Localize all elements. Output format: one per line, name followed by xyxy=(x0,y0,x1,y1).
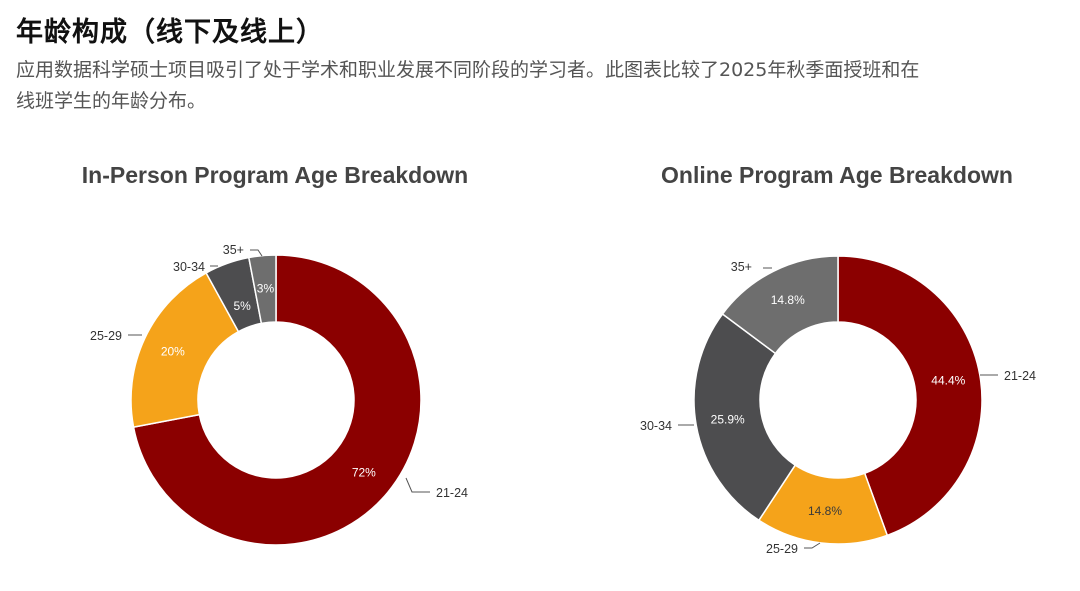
in-person-category-label-30-34: 30-34 xyxy=(173,260,205,274)
in-person-leader-21-24 xyxy=(405,477,430,493)
in-person-value-label-21-24: 72% xyxy=(352,466,376,480)
online-category-label-25-29: 25-29 xyxy=(766,542,798,556)
in-person-slice-25-29 xyxy=(130,271,240,429)
online-chart-title: Online Program Age Breakdown xyxy=(661,162,1013,188)
in-person-category-label-35-plus: 35+ xyxy=(223,243,244,257)
online-category-label-30-34: 30-34 xyxy=(640,419,672,433)
in-person-chart-title: In-Person Program Age Breakdown xyxy=(81,162,469,188)
online-slice-21-24 xyxy=(837,255,983,537)
online-value-label-25-29: 14.8% xyxy=(808,504,842,518)
online-slice-30-34 xyxy=(693,312,797,522)
page-title: 年龄构成（线下及线上） xyxy=(16,17,324,48)
online-category-label-21-24: 21-24 xyxy=(1004,369,1036,383)
in-person-leader-35-plus xyxy=(250,249,263,257)
in-person-value-label-25-29: 20% xyxy=(161,344,185,358)
page-description: 应用数据科学硕士项目吸引了处于学术和职业发展不同阶段的学习者。此图表比较了202… xyxy=(16,59,920,112)
in-person-category-label-25-29: 25-29 xyxy=(90,329,122,343)
online-value-label-21-24: 44.4% xyxy=(931,374,965,388)
online-slice-35-plus xyxy=(721,255,839,355)
online-leader-25-29 xyxy=(804,542,821,549)
in-person-category-label-21-24: 21-24 xyxy=(436,486,468,500)
online-value-label-30-34: 25.9% xyxy=(711,412,745,426)
in-person-value-label-30-34: 5% xyxy=(233,299,251,313)
in-person-value-label-35-plus: 3% xyxy=(257,281,275,295)
in-person-slice-35-plus xyxy=(247,254,277,325)
in-person-slice-21-24 xyxy=(132,254,422,546)
online-value-label-35-plus: 14.8% xyxy=(771,293,805,307)
online-category-label-35-plus: 35+ xyxy=(731,260,752,274)
